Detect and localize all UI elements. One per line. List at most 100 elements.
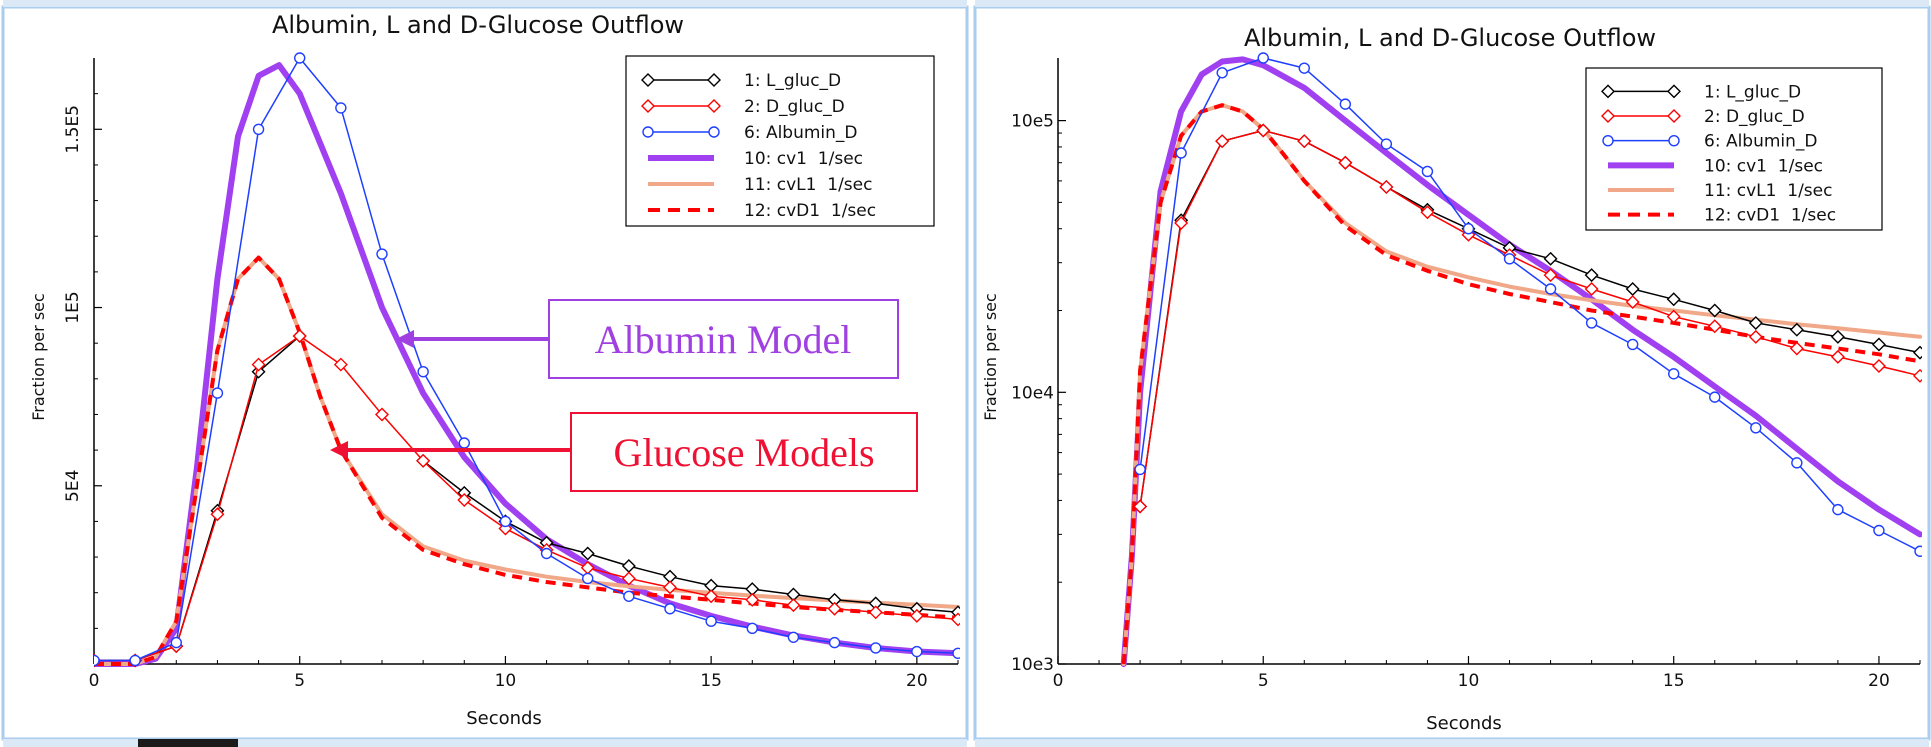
series-line (94, 57, 959, 662)
data-point (1873, 524, 1885, 537)
data-point (376, 248, 388, 260)
data-point (1584, 268, 1599, 283)
data-point (335, 102, 347, 114)
y-tick-label: 10e4 (1011, 383, 1054, 403)
data-point (868, 605, 883, 620)
series-3 (94, 52, 960, 667)
x-tick-label: 10 (1458, 671, 1480, 691)
left-panel-bottom-tab (138, 739, 238, 747)
axes: 0 5 10 15 20 10e3 10e4 10e5 (1011, 58, 1921, 691)
data-point (1338, 155, 1353, 170)
data-point (294, 52, 306, 64)
data-point (786, 598, 801, 613)
chart-title: Albumin, L and D-Glucose Outflow (1244, 24, 1656, 52)
data-point (1133, 499, 1148, 514)
data-point (1543, 268, 1558, 283)
data-point (1707, 303, 1722, 318)
data-point (416, 453, 431, 468)
plot-area (94, 52, 960, 668)
legend-label: 6: Albumin_D (744, 123, 858, 143)
legend-label: 11: cvL1 1/sec (1704, 181, 1832, 201)
data-point (1380, 138, 1393, 150)
legend-label: 10: cv1 1/sec (744, 149, 863, 169)
data-point (1748, 315, 1763, 330)
data-point (745, 592, 760, 607)
data-point (704, 589, 719, 604)
data-point (1626, 338, 1639, 351)
x-axis-label: Seconds (1426, 713, 1502, 734)
data-point (1216, 67, 1228, 79)
data-point (1666, 309, 1681, 324)
albumin-arrow-head-icon (396, 330, 414, 348)
data-point (1585, 317, 1598, 329)
data-point (705, 615, 717, 627)
series-4 (94, 62, 960, 667)
data-point (1914, 545, 1922, 557)
data-point (458, 437, 470, 449)
y-tick-label: 1E5 (63, 291, 83, 323)
data-point (1625, 294, 1640, 309)
plot-area (1120, 52, 1922, 667)
legend-marker (1667, 84, 1681, 99)
series-line (1121, 103, 1922, 666)
data-point (499, 515, 512, 528)
legend-marker (1667, 109, 1681, 123)
data-point (333, 357, 348, 372)
data-point (1748, 329, 1763, 344)
data-point (1543, 251, 1558, 266)
data-point (663, 580, 677, 595)
right-panel-top-strip (975, 0, 1929, 7)
series-5 (94, 255, 960, 666)
y-tick-label: 10e3 (1011, 655, 1054, 675)
right-chart-panel: Albumin, L and D-Glucose Outflow Fractio… (973, 0, 1931, 747)
legend-label: 1: L_gluc_D (1704, 82, 1801, 102)
data-point (1257, 52, 1269, 64)
series-line (1121, 103, 1921, 665)
series-line (1139, 129, 1921, 508)
legend-marker (641, 73, 655, 87)
series-line (1139, 57, 1921, 553)
legend-marker (1602, 134, 1614, 147)
data-point (1709, 391, 1721, 403)
x-tick-label: 20 (906, 671, 928, 691)
glucose-arrow-head-icon (330, 441, 348, 459)
legend-marker (707, 73, 721, 87)
data-point (210, 507, 225, 522)
data-point (664, 603, 676, 615)
right-panel-bottom-strip (975, 739, 1929, 747)
series-line (94, 335, 959, 662)
x-tick-label: 20 (1868, 671, 1890, 691)
data-point (787, 631, 800, 643)
legend-label: 6: Albumin_D (1704, 132, 1818, 152)
legend-label: 2: D_gluc_D (1704, 107, 1805, 127)
data-point (457, 493, 472, 508)
data-point (1420, 205, 1435, 220)
data-point (1707, 319, 1722, 334)
data-point (580, 546, 595, 561)
legend-marker (708, 126, 720, 138)
series-6 (94, 255, 959, 666)
x-tick-label: 15 (700, 671, 722, 691)
legend: 1: L_gluc_D 2: D_gluc_D 6: Albumin_D 10: cv… (625, 55, 935, 227)
data-point (375, 407, 389, 422)
data-point (1789, 341, 1804, 356)
x-tick-label: 0 (1053, 671, 1064, 691)
data-point (582, 572, 594, 585)
legend-marker (1668, 134, 1680, 147)
data-point (252, 123, 265, 135)
data-point (251, 364, 266, 379)
series-line (94, 255, 959, 666)
data-point (1339, 98, 1352, 110)
chart-title: Albumin, L and D-Glucose Outflow (272, 11, 684, 39)
data-point (1134, 463, 1146, 476)
data-point (746, 622, 758, 635)
data-point (1830, 349, 1845, 364)
data-point (1871, 337, 1886, 352)
data-point (211, 387, 224, 399)
data-point (1830, 329, 1845, 344)
data-point (1584, 282, 1599, 296)
data-point (1871, 358, 1886, 373)
data-point (292, 329, 307, 344)
y-axis-label: Fraction per sec (29, 293, 48, 421)
series-line (1120, 56, 1922, 667)
